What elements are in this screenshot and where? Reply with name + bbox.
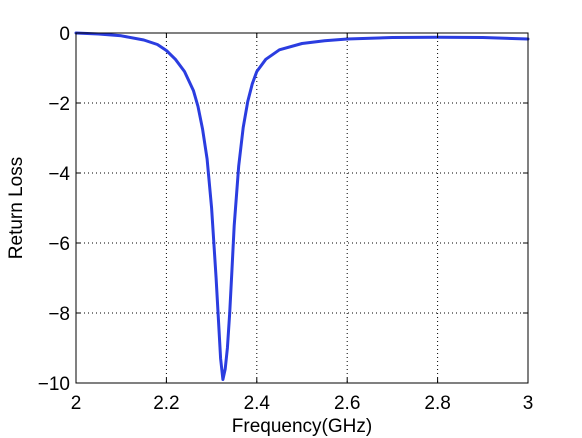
x-tick-label: 2.6 (334, 393, 360, 414)
plot-background (76, 33, 528, 383)
y-tick-label: −8 (48, 304, 70, 325)
x-axis-label: Frequency(GHz) (232, 416, 372, 437)
tick-labels: 2 2.2 2.4 2.6 2.8 3 0 −2 −4 −6 −8 −10 (38, 24, 534, 414)
y-tick-label: −4 (48, 164, 70, 185)
grid-lines (76, 33, 528, 383)
y-tick-label: −10 (38, 374, 70, 395)
y-tick-label: −6 (48, 234, 70, 255)
y-axis-label: Return Loss (6, 157, 27, 259)
tick-marks (75, 32, 529, 384)
series-group (74, 31, 530, 381)
y-tick-label: −2 (48, 94, 70, 115)
x-tick-label: 2.4 (244, 393, 271, 414)
x-tick-label: 2.2 (153, 393, 179, 414)
x-tick-label: 3 (523, 393, 534, 414)
x-tick-label: 2 (71, 393, 82, 414)
series-line-return-loss (74, 31, 530, 381)
plot-area (76, 33, 528, 383)
plot-frame (75, 32, 529, 384)
x-tick-label: 2.8 (424, 393, 450, 414)
y-tick-label: 0 (59, 24, 70, 45)
